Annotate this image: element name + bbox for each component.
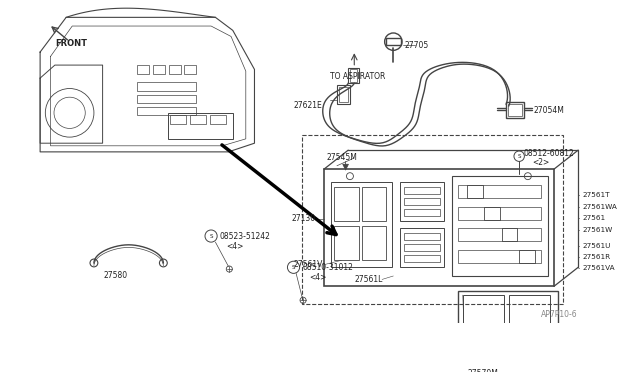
Bar [337,85,350,104]
Text: 27561U: 27561U [582,243,611,248]
Bar [138,107,196,115]
Text: AP7P10-6: AP7P10-6 [541,310,577,319]
Bar [168,113,233,139]
Bar [385,38,401,45]
Text: 08523-51242: 08523-51242 [220,231,271,241]
Bar [508,104,522,116]
Text: 27561R: 27561R [582,254,611,260]
Text: 27561T: 27561T [582,192,610,198]
Text: 27561: 27561 [582,215,605,221]
Bar [190,115,206,124]
Bar [519,250,535,263]
Text: 27570M: 27570M [467,369,498,372]
Bar [400,228,444,267]
Text: <4>: <4> [309,273,326,282]
Bar [458,291,558,339]
Text: <2>: <2> [532,158,549,167]
Text: 27561W: 27561W [582,227,612,233]
Bar [404,244,440,251]
Text: 08512-60812: 08512-60812 [524,149,574,158]
Bar [458,206,541,219]
Bar [334,226,358,260]
Bar [452,176,548,276]
Text: 27561L: 27561L [355,275,383,284]
Text: 27580: 27580 [104,270,128,280]
Bar [458,250,541,263]
Bar [458,228,541,241]
Text: 27705: 27705 [404,41,429,49]
Bar [331,182,392,267]
Bar [138,83,196,91]
Bar [168,65,180,74]
Bar [506,102,524,118]
Text: S: S [517,154,521,159]
Bar [184,65,196,74]
Text: 08510-31012: 08510-31012 [302,263,353,272]
Bar [467,185,483,198]
Bar [362,226,387,260]
Text: S: S [209,234,213,238]
Bar [404,198,440,205]
Text: 27561V: 27561V [294,260,323,269]
Text: TO ASPIRATOR: TO ASPIRATOR [330,72,385,81]
Bar [153,65,165,74]
Bar [138,65,150,74]
Bar [324,169,554,286]
Text: 27130: 27130 [292,214,316,223]
Bar [458,185,541,198]
Bar [404,255,440,262]
Bar [400,182,444,221]
Text: 27561WA: 27561WA [582,203,618,209]
Bar [348,68,358,83]
Bar [502,228,517,241]
Bar [302,135,563,304]
Bar [484,206,500,219]
Bar [362,187,387,221]
Text: 27561VA: 27561VA [582,265,615,271]
Bar [404,209,440,216]
Bar [509,295,550,331]
Text: S: S [292,265,295,270]
Bar [339,87,348,102]
Bar [463,295,504,331]
Bar [170,115,186,124]
Bar [350,70,357,81]
Text: <4>: <4> [227,242,244,251]
Text: 27054M: 27054M [534,106,564,115]
Text: 27545M: 27545M [326,153,357,163]
Bar [210,115,226,124]
Bar [334,187,358,221]
Bar [404,187,440,193]
Bar [404,232,440,240]
Bar [138,94,196,103]
Text: FRONT: FRONT [55,39,87,48]
Text: 27621E: 27621E [294,102,323,110]
